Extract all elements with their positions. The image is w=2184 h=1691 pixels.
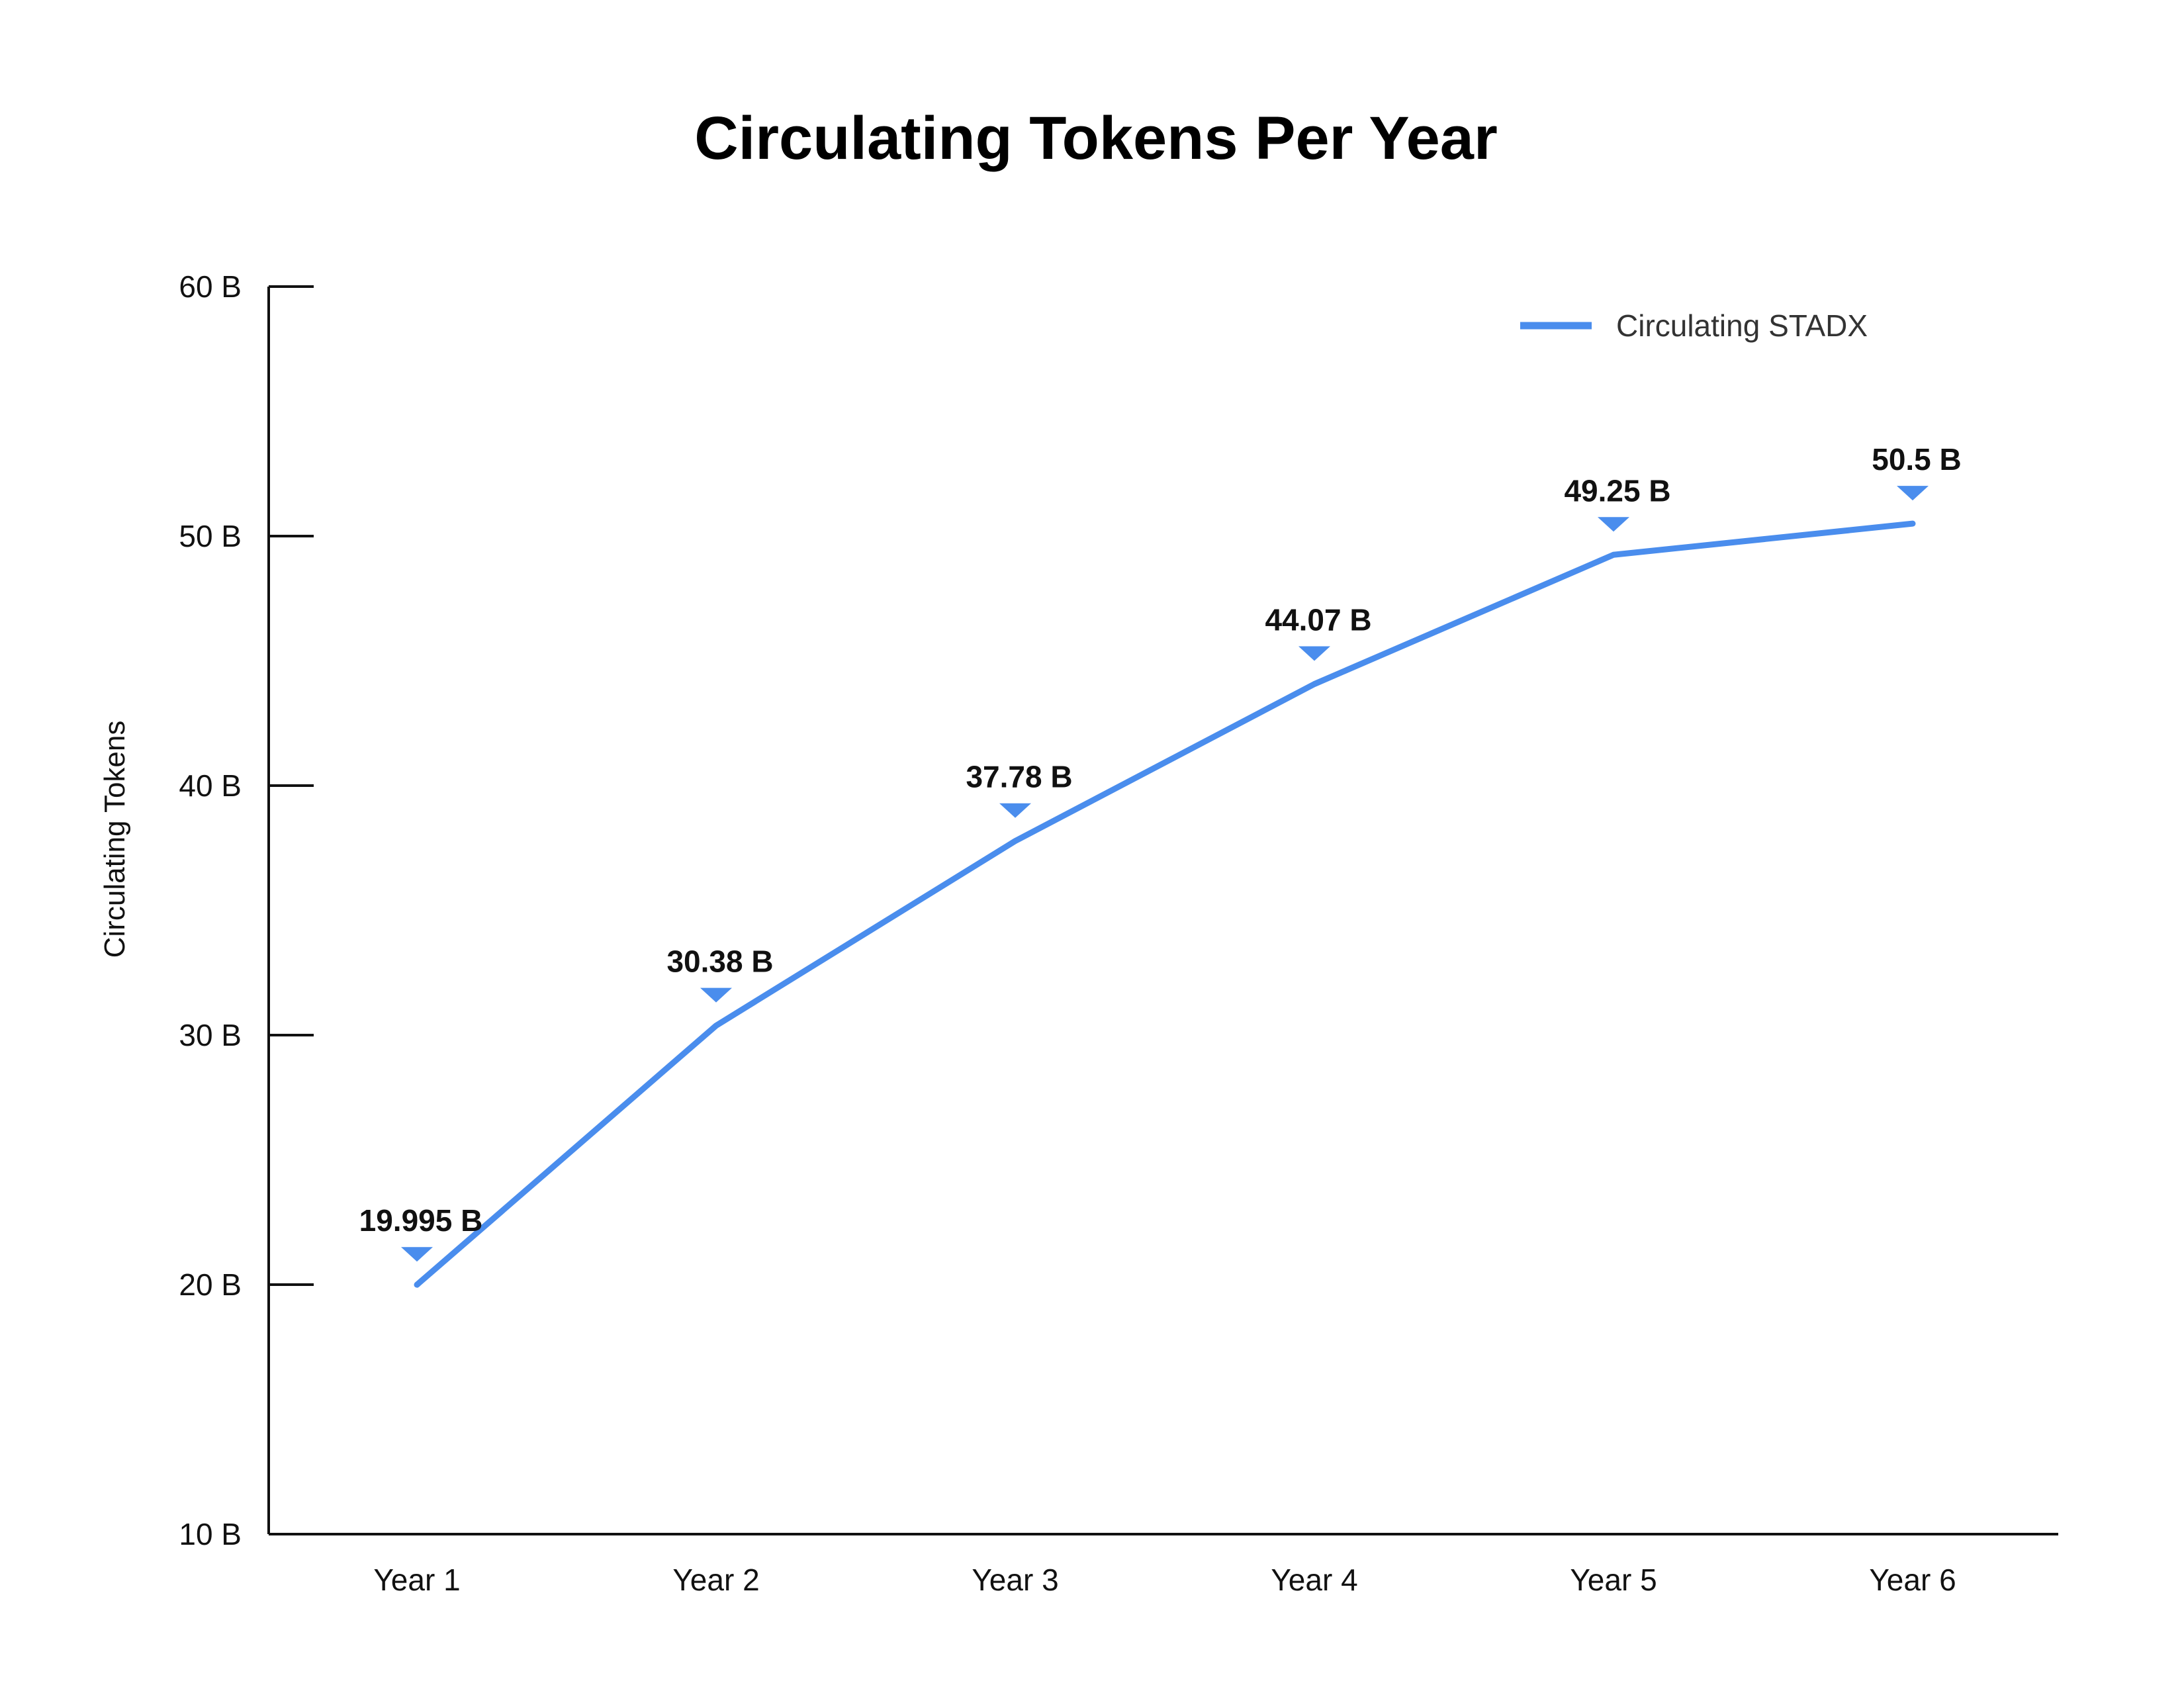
data-label: 50.5 B [1872,442,1962,477]
data-point-marker [999,803,1031,818]
data-point-marker [1897,486,1929,501]
y-tick-label: 40 B [179,768,242,803]
data-point-marker [700,987,732,1003]
y-tick-label: 30 B [179,1018,242,1052]
series-line-circulating-stadx [414,520,1916,1288]
legend: Circulating STADX [1520,308,1868,343]
y-tick-label: 60 B [179,269,242,304]
x-tick-label: Year 6 [1869,1563,1956,1597]
x-tick-label: Year 1 [373,1563,460,1597]
axes [267,287,2058,1535]
legend-label: Circulating STADX [1616,308,1868,343]
series-layer [414,520,1916,1288]
data-label: 37.78 B [966,760,1072,794]
y-tick-label: 10 B [179,1517,242,1551]
y-tick-label: 50 B [179,519,242,553]
data-label: 19.995 B [359,1203,483,1238]
x-tick-label: Year 4 [1271,1563,1357,1597]
chart-title: Circulating Tokens Per Year [694,105,1498,172]
data-label: 30.38 B [666,944,773,979]
data-labels: 19.995 B 30.38 B 37.78 B 44.07 B 49.25 B 50.5… [359,442,1962,1262]
data-point-marker [401,1247,433,1262]
x-ticks: Year 1 Year 2 Year 3 Year 4 Year 5 Year 6 [373,1563,1956,1597]
data-point-marker [1598,517,1629,532]
x-tick-label: Year 2 [672,1563,759,1597]
x-tick-label: Year 5 [1570,1563,1657,1597]
data-point-marker [1298,646,1330,661]
y-tick-label: 20 B [179,1267,242,1302]
data-label: 49.25 B [1564,473,1670,508]
y-axis-label: Circulating Tokens [99,721,131,958]
x-tick-label: Year 3 [972,1563,1058,1597]
data-label: 44.07 B [1265,603,1371,637]
y-ticks: 10 B 20 B 30 B 40 B 50 B 60 B [179,269,314,1551]
